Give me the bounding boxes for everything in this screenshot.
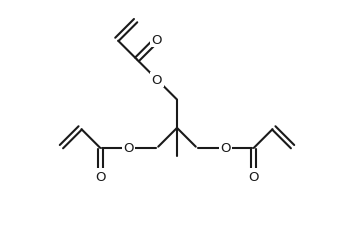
Text: O: O: [220, 142, 231, 155]
Text: O: O: [123, 142, 134, 155]
Text: O: O: [95, 170, 105, 183]
Text: O: O: [249, 170, 259, 183]
Text: O: O: [152, 74, 162, 87]
Text: O: O: [152, 34, 162, 47]
